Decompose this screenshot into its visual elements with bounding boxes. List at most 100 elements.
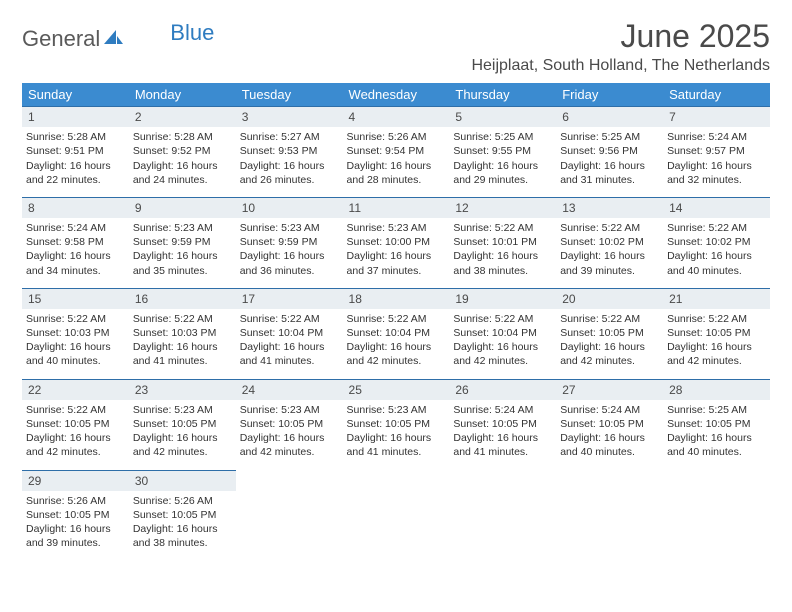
day-cell: Sunrise: 5:27 AMSunset: 9:53 PMDaylight:… <box>236 127 343 197</box>
day-detail: Sunrise: 5:22 AMSunset: 10:04 PMDaylight… <box>347 312 446 369</box>
day-cell: Sunrise: 5:23 AMSunset: 10:05 PMDaylight… <box>129 400 236 470</box>
sunrise-text: Sunrise: 5:23 AM <box>133 221 232 235</box>
day-detail: Sunrise: 5:28 AMSunset: 9:52 PMDaylight:… <box>133 130 232 187</box>
daylight-text-2: and 24 minutes. <box>133 173 232 187</box>
day-detail: Sunrise: 5:24 AMSunset: 10:05 PMDaylight… <box>453 403 552 460</box>
daylight-text-2: and 42 minutes. <box>453 354 552 368</box>
sunset-text: Sunset: 9:53 PM <box>240 144 339 158</box>
daylight-text-1: Daylight: 16 hours <box>26 159 125 173</box>
daylight-text-1: Daylight: 16 hours <box>26 431 125 445</box>
brand-word2: Blue <box>170 20 214 46</box>
weekday-header: Thursday <box>449 83 556 107</box>
daylight-text-2: and 28 minutes. <box>347 173 446 187</box>
daylight-text-1: Daylight: 16 hours <box>347 159 446 173</box>
sunrise-text: Sunrise: 5:22 AM <box>667 312 766 326</box>
day-cell: Sunrise: 5:22 AMSunset: 10:05 PMDaylight… <box>22 400 129 470</box>
sunset-text: Sunset: 10:01 PM <box>453 235 552 249</box>
daylight-text-2: and 37 minutes. <box>347 264 446 278</box>
day-cell: Sunrise: 5:22 AMSunset: 10:01 PMDaylight… <box>449 218 556 288</box>
brand-logo: General Blue <box>22 18 214 52</box>
location-text: Heijplaat, South Holland, The Netherland… <box>471 57 770 75</box>
daylight-text-2: and 42 minutes. <box>240 445 339 459</box>
daylight-text-2: and 39 minutes. <box>26 536 125 550</box>
day-cell: Sunrise: 5:26 AMSunset: 9:54 PMDaylight:… <box>343 127 450 197</box>
title-block: June 2025 Heijplaat, South Holland, The … <box>471 18 770 75</box>
day-number: 29 <box>22 470 129 491</box>
day-number: 8 <box>22 197 129 218</box>
day-cell: Sunrise: 5:22 AMSunset: 10:03 PMDaylight… <box>129 309 236 379</box>
day-detail: Sunrise: 5:23 AMSunset: 10:05 PMDaylight… <box>133 403 232 460</box>
sunset-text: Sunset: 9:59 PM <box>133 235 232 249</box>
sunrise-text: Sunrise: 5:22 AM <box>26 312 125 326</box>
day-number: 23 <box>129 379 236 400</box>
day-cell <box>449 491 556 561</box>
day-cell: Sunrise: 5:25 AMSunset: 9:56 PMDaylight:… <box>556 127 663 197</box>
brand-sail-icon <box>104 26 124 52</box>
daylight-text-1: Daylight: 16 hours <box>347 340 446 354</box>
sunrise-text: Sunrise: 5:28 AM <box>133 130 232 144</box>
day-number: 17 <box>236 288 343 309</box>
sunset-text: Sunset: 10:05 PM <box>667 417 766 431</box>
sunset-text: Sunset: 10:04 PM <box>347 326 446 340</box>
sunset-text: Sunset: 10:00 PM <box>347 235 446 249</box>
day-cell: Sunrise: 5:26 AMSunset: 10:05 PMDaylight… <box>22 491 129 561</box>
daylight-text-1: Daylight: 16 hours <box>560 340 659 354</box>
sunrise-text: Sunrise: 5:22 AM <box>347 312 446 326</box>
sunrise-text: Sunrise: 5:23 AM <box>240 221 339 235</box>
daylight-text-2: and 32 minutes. <box>667 173 766 187</box>
daylight-text-1: Daylight: 16 hours <box>26 249 125 263</box>
daylight-text-2: and 31 minutes. <box>560 173 659 187</box>
day-cell: Sunrise: 5:23 AMSunset: 10:05 PMDaylight… <box>343 400 450 470</box>
daylight-text-2: and 40 minutes. <box>667 264 766 278</box>
weekday-header: Wednesday <box>343 83 450 107</box>
sunrise-text: Sunrise: 5:24 AM <box>453 403 552 417</box>
sunrise-text: Sunrise: 5:28 AM <box>26 130 125 144</box>
day-number: 18 <box>343 288 450 309</box>
day-number: 12 <box>449 197 556 218</box>
day-cell: Sunrise: 5:24 AMSunset: 9:58 PMDaylight:… <box>22 218 129 288</box>
day-number: 19 <box>449 288 556 309</box>
day-detail: Sunrise: 5:24 AMSunset: 9:58 PMDaylight:… <box>26 221 125 278</box>
weekday-header: Monday <box>129 83 236 107</box>
daylight-text-1: Daylight: 16 hours <box>133 159 232 173</box>
sunset-text: Sunset: 10:05 PM <box>26 417 125 431</box>
day-detail: Sunrise: 5:22 AMSunset: 10:04 PMDaylight… <box>453 312 552 369</box>
daylight-text-2: and 42 minutes. <box>667 354 766 368</box>
sunset-text: Sunset: 10:05 PM <box>26 508 125 522</box>
day-number: 22 <box>22 379 129 400</box>
daylight-text-1: Daylight: 16 hours <box>667 431 766 445</box>
sunset-text: Sunset: 9:55 PM <box>453 144 552 158</box>
day-detail: Sunrise: 5:22 AMSunset: 10:05 PMDaylight… <box>560 312 659 369</box>
daylight-text-1: Daylight: 16 hours <box>667 159 766 173</box>
day-number: 14 <box>663 197 770 218</box>
daylight-text-2: and 39 minutes. <box>560 264 659 278</box>
daylight-text-1: Daylight: 16 hours <box>347 249 446 263</box>
daylight-text-1: Daylight: 16 hours <box>453 340 552 354</box>
detail-row: Sunrise: 5:24 AMSunset: 9:58 PMDaylight:… <box>22 218 770 288</box>
daylight-text-1: Daylight: 16 hours <box>560 431 659 445</box>
sunset-text: Sunset: 9:56 PM <box>560 144 659 158</box>
day-number <box>236 470 343 491</box>
day-number <box>343 470 450 491</box>
day-detail: Sunrise: 5:23 AMSunset: 9:59 PMDaylight:… <box>240 221 339 278</box>
sunset-text: Sunset: 10:05 PM <box>133 417 232 431</box>
sunset-text: Sunset: 10:05 PM <box>667 326 766 340</box>
day-cell <box>343 491 450 561</box>
day-cell: Sunrise: 5:25 AMSunset: 9:55 PMDaylight:… <box>449 127 556 197</box>
day-cell: Sunrise: 5:22 AMSunset: 10:02 PMDaylight… <box>556 218 663 288</box>
daynum-row: 891011121314 <box>22 197 770 218</box>
sunrise-text: Sunrise: 5:22 AM <box>560 221 659 235</box>
daylight-text-2: and 41 minutes. <box>240 354 339 368</box>
sunrise-text: Sunrise: 5:23 AM <box>347 403 446 417</box>
day-cell: Sunrise: 5:23 AMSunset: 10:00 PMDaylight… <box>343 218 450 288</box>
sunset-text: Sunset: 10:02 PM <box>560 235 659 249</box>
day-detail: Sunrise: 5:25 AMSunset: 9:56 PMDaylight:… <box>560 130 659 187</box>
day-cell: Sunrise: 5:22 AMSunset: 10:04 PMDaylight… <box>236 309 343 379</box>
sunrise-text: Sunrise: 5:25 AM <box>560 130 659 144</box>
day-cell: Sunrise: 5:23 AMSunset: 9:59 PMDaylight:… <box>129 218 236 288</box>
detail-row: Sunrise: 5:28 AMSunset: 9:51 PMDaylight:… <box>22 127 770 197</box>
sunset-text: Sunset: 10:05 PM <box>560 417 659 431</box>
daylight-text-2: and 42 minutes. <box>347 354 446 368</box>
weekday-header-row: Sunday Monday Tuesday Wednesday Thursday… <box>22 83 770 107</box>
day-number: 3 <box>236 107 343 128</box>
